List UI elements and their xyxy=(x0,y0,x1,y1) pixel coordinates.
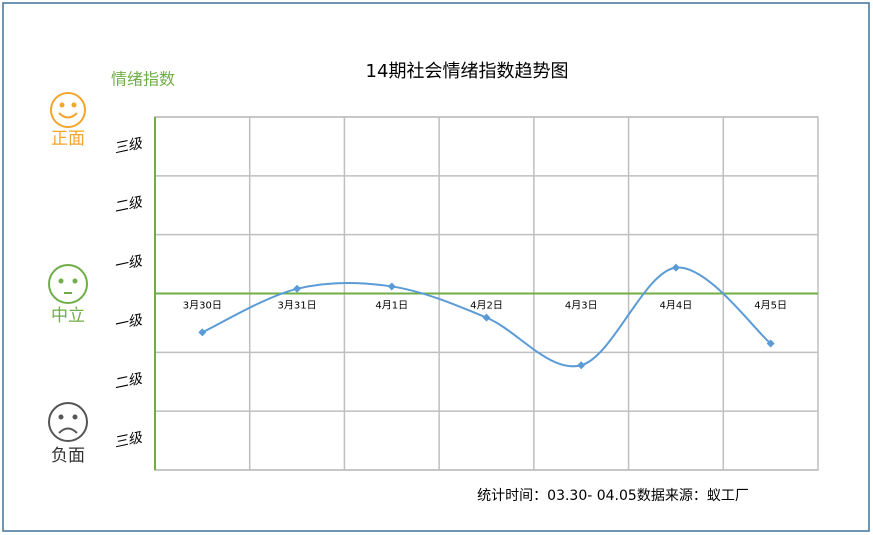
point-marker xyxy=(482,313,491,322)
neutral-icon xyxy=(48,264,88,304)
point-marker xyxy=(766,339,775,348)
x-tick-label: 4月5日 xyxy=(754,300,787,312)
y-tick-label: 三级 xyxy=(113,430,145,452)
x-tick-label: 4月3日 xyxy=(565,300,598,312)
chart-title: 14期社会情绪指数趋势图 xyxy=(366,61,569,82)
y-axis-label: 情绪指数 xyxy=(111,70,175,89)
x-tick-label: 4月1日 xyxy=(375,300,408,312)
point-marker xyxy=(577,361,586,370)
x-tick-label: 3月30日 xyxy=(183,300,222,312)
y-tick-label: 二级 xyxy=(113,194,145,216)
footnote: 统计时间：03.30- 04.05数据来源：蚁工厂 xyxy=(477,488,749,504)
negative-icon xyxy=(48,402,88,442)
positive-label: 正面 xyxy=(51,129,85,149)
point-marker xyxy=(387,282,396,291)
y-tick-label: 二级 xyxy=(113,371,145,393)
y-tick-label: 一级 xyxy=(113,253,145,275)
point-marker xyxy=(671,263,680,272)
point-marker xyxy=(198,328,207,337)
positive-icon xyxy=(50,92,86,128)
x-tick-label: 4月4日 xyxy=(660,300,693,312)
point-marker xyxy=(293,284,302,293)
x-tick-label: 4月2日 xyxy=(470,300,503,312)
y-tick-label: 三级 xyxy=(113,135,145,157)
x-tick-label: 3月31日 xyxy=(278,300,317,312)
negative-label: 负面 xyxy=(51,446,85,466)
neutral-label: 中立 xyxy=(51,306,85,326)
y-tick-label: 一级 xyxy=(113,312,145,334)
